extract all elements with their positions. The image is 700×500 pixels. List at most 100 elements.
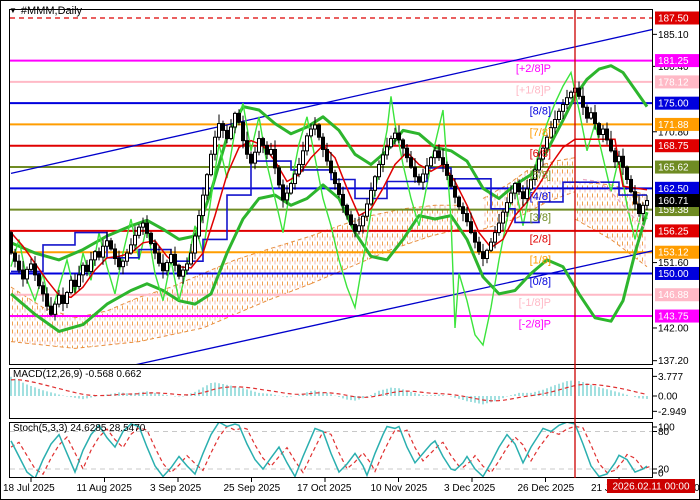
- candle-body: [429, 157, 433, 167]
- candle-body: [521, 191, 525, 200]
- cloud-fill: [311, 205, 459, 284]
- murrey-level-label: [+1/8]P: [516, 84, 551, 96]
- candle-body: [61, 294, 65, 304]
- price-badge-label: 146.88: [658, 290, 689, 301]
- price-level-badge: [655, 96, 699, 110]
- candle-body: [481, 251, 485, 259]
- candle-body: [333, 172, 337, 185]
- candle-body: [549, 127, 553, 138]
- candle-body: [537, 158, 541, 171]
- candle-body: [361, 215, 365, 227]
- candle-body: [10, 232, 13, 254]
- candle-body: [81, 264, 85, 276]
- time-badge: [607, 479, 695, 493]
- stoch-indicator-label: Stoch(5,3,3) 24.6285 28.5470: [13, 423, 146, 434]
- candle-body: [525, 188, 529, 200]
- price-badge-label: 178.12: [658, 77, 689, 88]
- date-label: 3 Dec 2025: [444, 483, 496, 494]
- symbol-title-text: #MMM,Daily: [20, 5, 83, 17]
- price-badge-label: 171.88: [658, 120, 689, 131]
- candle-body: [213, 136, 217, 155]
- candle-body: [621, 155, 625, 168]
- candle-body: [377, 163, 381, 178]
- macd-tick-label: 3.777: [658, 372, 683, 383]
- chikou-pink-line: [582, 178, 648, 230]
- candle-body: [601, 128, 605, 135]
- price-axis[interactable]: 185.10 180.40 170.80 151.60 142.00 137.20 187.…: [653, 11, 700, 368]
- candle-body: [97, 251, 101, 258]
- candle-body: [73, 279, 77, 287]
- candle-body: [233, 112, 237, 128]
- date-label: 25 Sep 2025: [224, 483, 281, 494]
- candle-body: [41, 285, 45, 295]
- candle-body: [161, 262, 165, 272]
- cloud-border-top: [310, 204, 459, 237]
- macd-tick-label: -2.949: [658, 407, 687, 418]
- price-badge-label: 181.25: [658, 56, 689, 67]
- trendline-lower[interactable]: [83, 250, 655, 376]
- candle-body: [461, 206, 465, 215]
- candle-body: [221, 123, 225, 131]
- candle-body: [457, 196, 461, 208]
- candle-body: [69, 279, 73, 294]
- price-badge-label: 160.71: [658, 196, 689, 207]
- symbol-title[interactable]: ▼ #MMM,Daily: [9, 5, 82, 17]
- trendline-upper[interactable]: [10, 28, 655, 174]
- murrey-level-label: [8/8]: [530, 106, 551, 118]
- candle-body: [445, 163, 449, 176]
- candle-body: [133, 234, 137, 246]
- candle-body: [449, 174, 453, 187]
- candle-body: [629, 178, 633, 193]
- murrey-level-label: [3/8]: [530, 212, 551, 224]
- price-level-badge: [655, 117, 699, 131]
- candle-body: [137, 226, 141, 236]
- date-label: 18 Jul 2025: [3, 483, 55, 494]
- candle-body: [609, 139, 613, 152]
- price-badge-label: 156.25: [658, 226, 689, 237]
- candle-body: [425, 165, 429, 175]
- murrey-level-label: [7/8]: [530, 127, 551, 139]
- murrey-level-label: [-1/8]P: [519, 297, 551, 309]
- cloud-fill: [575, 181, 647, 267]
- stoch-main-line: [10, 423, 648, 477]
- candle-body: [357, 225, 361, 232]
- date-label: 11 Aug 2025: [77, 483, 133, 494]
- candle-body: [541, 147, 545, 160]
- price-level-badge: [655, 245, 699, 259]
- candle-body: [249, 153, 253, 164]
- stoch-tick-label: 80: [658, 427, 670, 438]
- candle-body: [393, 132, 397, 140]
- candle-body: [209, 153, 213, 176]
- candle-body: [125, 252, 129, 262]
- candle-body: [341, 193, 345, 206]
- stoch-panel: [10, 423, 652, 477]
- candle-body: [85, 264, 89, 272]
- candle-body: [453, 185, 457, 198]
- candle-body: [513, 183, 517, 194]
- candle-body: [309, 128, 313, 137]
- candle-body: [489, 241, 493, 251]
- candle-body: [117, 257, 121, 268]
- stoch-tick-label: 100: [658, 423, 675, 434]
- candle-body: [593, 112, 597, 125]
- candle-body: [401, 139, 405, 149]
- candle-body: [29, 263, 33, 270]
- candle-body: [385, 146, 389, 156]
- time-axis[interactable]: 18 Jul 2025 11 Aug 2025 3 Sep 2025 25 Sep 2…: [3, 478, 700, 494]
- candlestick-series: [10, 81, 649, 321]
- candle-body: [581, 95, 585, 108]
- candle-body: [89, 259, 93, 272]
- candle-body: [253, 151, 257, 164]
- candle-body: [397, 132, 401, 141]
- candle-body: [245, 140, 249, 155]
- candle-body: [645, 200, 649, 206]
- date-label: 26 Dec 2025: [518, 483, 575, 494]
- candle-body: [413, 166, 417, 178]
- candle-body: [105, 240, 109, 247]
- candle-body: [205, 174, 209, 196]
- candle-body: [169, 253, 173, 264]
- candle-body: [381, 154, 385, 165]
